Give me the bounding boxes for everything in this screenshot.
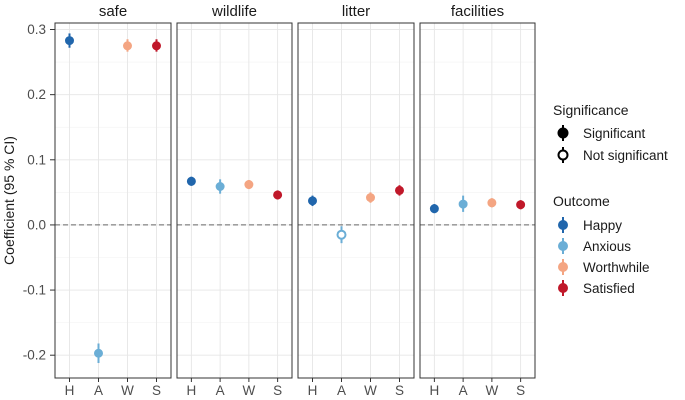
x-tick-label-facilities: W <box>486 383 499 398</box>
facet-title-facilities: facilities <box>451 3 504 20</box>
y-tick-label: -0.1 <box>23 283 46 298</box>
point-facilities-anxious <box>458 199 468 209</box>
point-wildlife-anxious <box>215 181 225 191</box>
point-litter-worthwhile <box>366 193 375 203</box>
point-facilities-worthwhile <box>487 198 497 208</box>
x-tick-label-safe: W <box>121 383 134 398</box>
legend-label-outcome: Satisfied <box>583 281 635 296</box>
facet-title-litter: litter <box>342 3 370 20</box>
x-tick-label-safe: S <box>152 383 161 398</box>
point-wildlife-worthwhile <box>244 180 254 190</box>
x-tick-label-facilities: A <box>459 383 468 398</box>
x-tick-label-safe: A <box>94 383 103 398</box>
legend-key-point-worthwhile <box>558 262 568 272</box>
x-tick-label-wildlife: A <box>216 383 225 398</box>
legend-label-significance: Not significant <box>583 148 668 163</box>
y-tick-label: -0.2 <box>23 348 46 363</box>
y-axis-title: Coefficient (95 % CI) <box>1 136 17 265</box>
legend-title-significance: Significance <box>553 102 629 118</box>
facet-strip-facilities <box>420 0 535 23</box>
facet-strip-litter <box>298 0 414 23</box>
panel-border-litter <box>297 22 415 379</box>
y-tick-label: 0.0 <box>27 217 46 232</box>
point-safe-satisfied <box>152 41 161 51</box>
point-wildlife-satisfied <box>273 190 283 200</box>
x-tick-label-litter: A <box>337 383 346 398</box>
x-tick-label-safe: H <box>65 383 75 398</box>
legend-key-point-open <box>557 149 569 161</box>
panel-border-wildlife <box>176 22 293 379</box>
legend-label-outcome: Worthwhile <box>583 260 650 275</box>
panel-border-facilities <box>419 22 536 379</box>
y-tick-label: 0.1 <box>27 152 46 167</box>
facet-title-wildlife: wildlife <box>211 3 257 20</box>
panel-background-facilities <box>420 23 535 378</box>
x-tick-label-facilities: S <box>516 383 525 398</box>
point-wildlife-happy <box>186 176 196 186</box>
facet-strip-safe <box>55 0 171 23</box>
legend-label-outcome: Anxious <box>583 239 631 254</box>
legend-key-point-filled <box>557 127 569 139</box>
y-tick-label: 0.3 <box>27 22 46 37</box>
panel-border-safe <box>54 22 172 379</box>
legend-label-significance: Significant <box>583 126 646 141</box>
x-tick-label-facilities: H <box>430 383 440 398</box>
legend-key-point-happy <box>558 220 568 230</box>
x-tick-label-wildlife: S <box>273 383 282 398</box>
x-tick-label-litter: S <box>395 383 404 398</box>
y-tick-label: 0.2 <box>27 87 46 102</box>
legend-label-outcome: Happy <box>583 218 622 233</box>
x-tick-label-litter: W <box>364 383 377 398</box>
point-safe-worthwhile <box>123 41 132 51</box>
panel-background-wildlife <box>177 23 292 378</box>
x-tick-label-litter: H <box>308 383 318 398</box>
point-litter-satisfied <box>395 185 404 195</box>
point-safe-anxious <box>94 348 103 358</box>
facet-title-safe: safe <box>99 3 127 20</box>
point-safe-happy <box>65 36 74 46</box>
point-litter-happy <box>308 196 317 206</box>
facet-strip-wildlife <box>177 0 292 23</box>
legend-title-outcome: Outcome <box>553 193 610 209</box>
x-tick-label-wildlife: W <box>243 383 256 398</box>
x-tick-label-wildlife: H <box>187 383 197 398</box>
panel-background-litter <box>298 23 414 378</box>
legend-key-point-anxious <box>558 241 568 251</box>
panel-background-safe <box>55 23 171 378</box>
point-facilities-satisfied <box>516 200 526 210</box>
point-litter-anxious <box>336 229 347 240</box>
point-facilities-happy <box>429 204 439 214</box>
legend-key-point-satisfied <box>558 283 568 293</box>
